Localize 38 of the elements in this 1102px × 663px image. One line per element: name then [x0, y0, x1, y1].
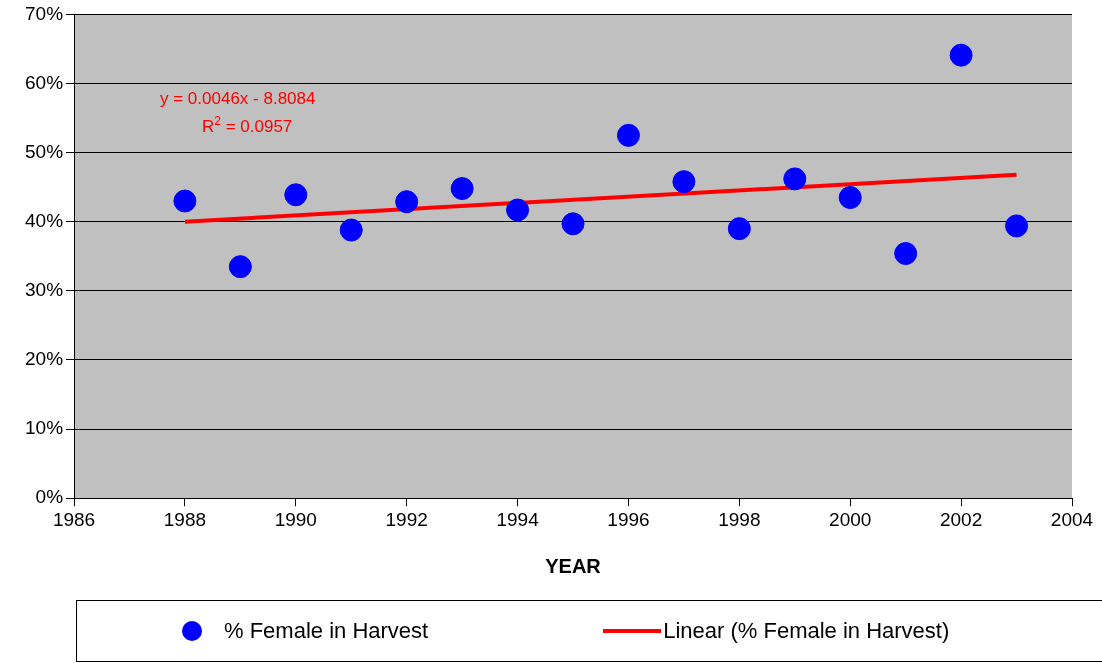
- x-tick-label: 1996: [607, 508, 650, 530]
- x-tick-label: 2000: [829, 508, 872, 530]
- x-axis-title: YEAR: [545, 554, 602, 577]
- x-tick-label: 1998: [718, 508, 761, 530]
- legend-label: % Female in Harvest: [224, 618, 429, 644]
- point: [173, 189, 197, 213]
- annotation: y = 0.0046x - 8.8084: [160, 89, 316, 108]
- x-tick-label: 1986: [52, 508, 96, 530]
- point: [616, 123, 640, 147]
- point: [450, 177, 474, 201]
- y-tick-label: 0%: [35, 486, 64, 508]
- point: [506, 198, 530, 222]
- point: [727, 217, 751, 241]
- y-tick-label: 10%: [25, 417, 64, 439]
- y-tick-label: 60%: [25, 71, 64, 93]
- point: [395, 190, 419, 214]
- y-tick-label: 20%: [25, 348, 64, 370]
- point: [894, 242, 918, 266]
- y-tick-label: 50%: [25, 140, 64, 162]
- y-tick-label: 30%: [25, 279, 64, 301]
- point: [949, 43, 973, 67]
- x-tick-label: 1992: [385, 508, 428, 530]
- y-tick-label: 40%: [25, 209, 64, 231]
- legend-label: Linear (% Female in Harvest): [663, 618, 950, 644]
- point: [284, 183, 308, 207]
- x-tick-label: 1988: [163, 508, 207, 530]
- x-tick-label: 2004: [1050, 508, 1094, 530]
- point: [672, 170, 696, 194]
- point: [1005, 214, 1029, 238]
- point: [339, 218, 363, 242]
- point: [561, 212, 585, 236]
- point: [838, 186, 862, 210]
- point: [228, 255, 252, 279]
- point: [783, 167, 807, 191]
- x-tick-label: 1994: [496, 508, 540, 530]
- y-tick-label: 70%: [25, 2, 64, 24]
- x-tick-label: 1990: [274, 508, 317, 530]
- x-tick-label: 2002: [939, 508, 983, 530]
